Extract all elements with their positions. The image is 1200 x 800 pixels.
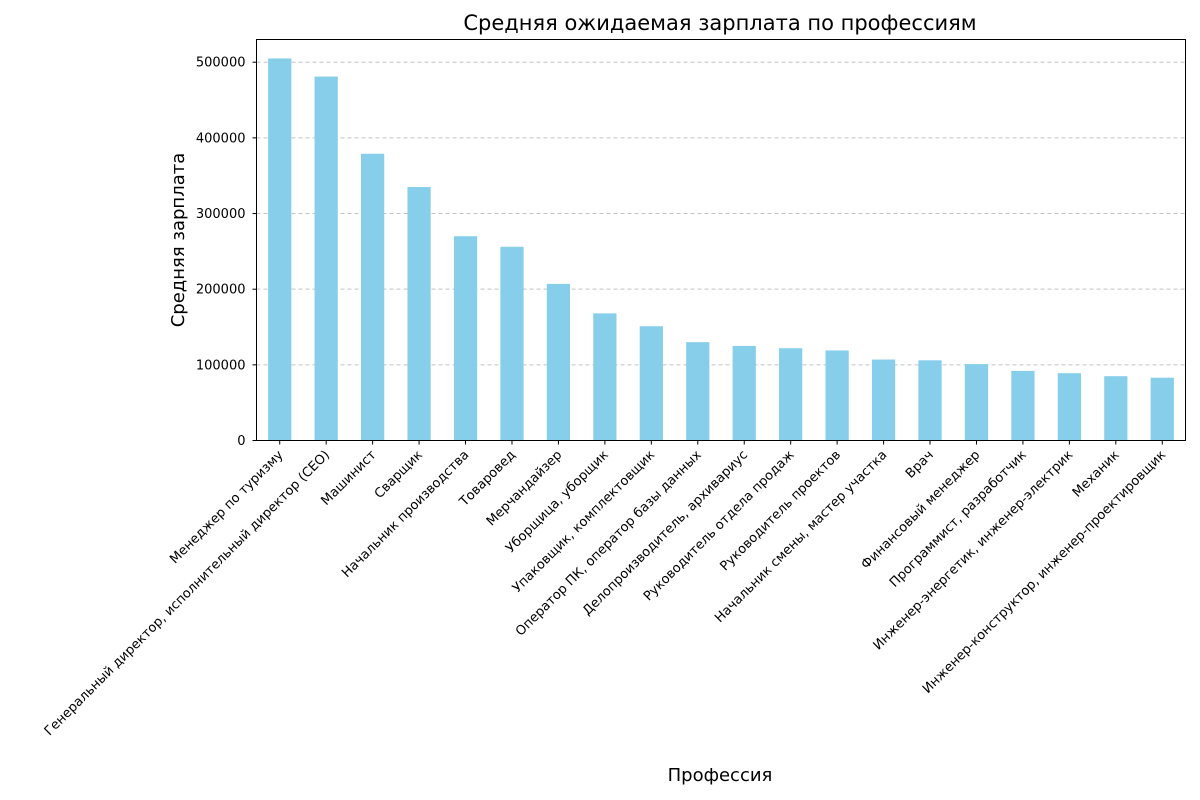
bar	[639, 326, 663, 441]
bar	[871, 359, 896, 441]
x-tick-label: Начальник смены, мастер участка	[712, 448, 890, 626]
bar	[500, 246, 524, 441]
bar	[407, 187, 431, 441]
y-tick-label: 0	[237, 434, 245, 449]
bar	[964, 364, 989, 441]
chart-title: Средняя ожидаемая зарплата по профессиям	[463, 11, 976, 35]
x-axis-label: Профессия	[668, 765, 773, 786]
bar	[1057, 373, 1081, 441]
bar	[1104, 376, 1128, 441]
y-axis-ticks: 0 100000 200000 300000 400000 500000	[196, 56, 257, 449]
y-tick-label: 500000	[196, 56, 246, 71]
bar	[1150, 377, 1174, 441]
bar	[1011, 370, 1035, 441]
bar	[361, 153, 385, 441]
bar	[918, 360, 942, 441]
x-tick-label: Инженер-энергетик, инженер-электрик	[871, 448, 1077, 654]
bar	[686, 342, 710, 441]
gridlines	[256, 61, 1186, 366]
y-tick-label: 400000	[196, 131, 246, 146]
y-axis-label: Средняя зарплата	[168, 153, 189, 328]
plot-frame	[256, 39, 1186, 441]
bar	[779, 348, 803, 441]
x-tick-label: Генеральный директор, исполнительный дир…	[42, 448, 333, 739]
bars	[268, 58, 1174, 441]
bar	[268, 58, 292, 441]
bar	[314, 76, 338, 441]
x-tick-label: Врач	[903, 448, 937, 482]
y-tick-label: 100000	[196, 358, 246, 373]
bar	[825, 350, 849, 441]
y-tick-label: 200000	[196, 283, 246, 298]
x-tick-label: Делопроизводитель, архивариус	[580, 448, 751, 619]
bar	[453, 236, 478, 441]
bar	[593, 313, 617, 441]
bar	[546, 283, 571, 441]
y-tick-label: 300000	[196, 207, 246, 222]
bar	[732, 345, 756, 441]
